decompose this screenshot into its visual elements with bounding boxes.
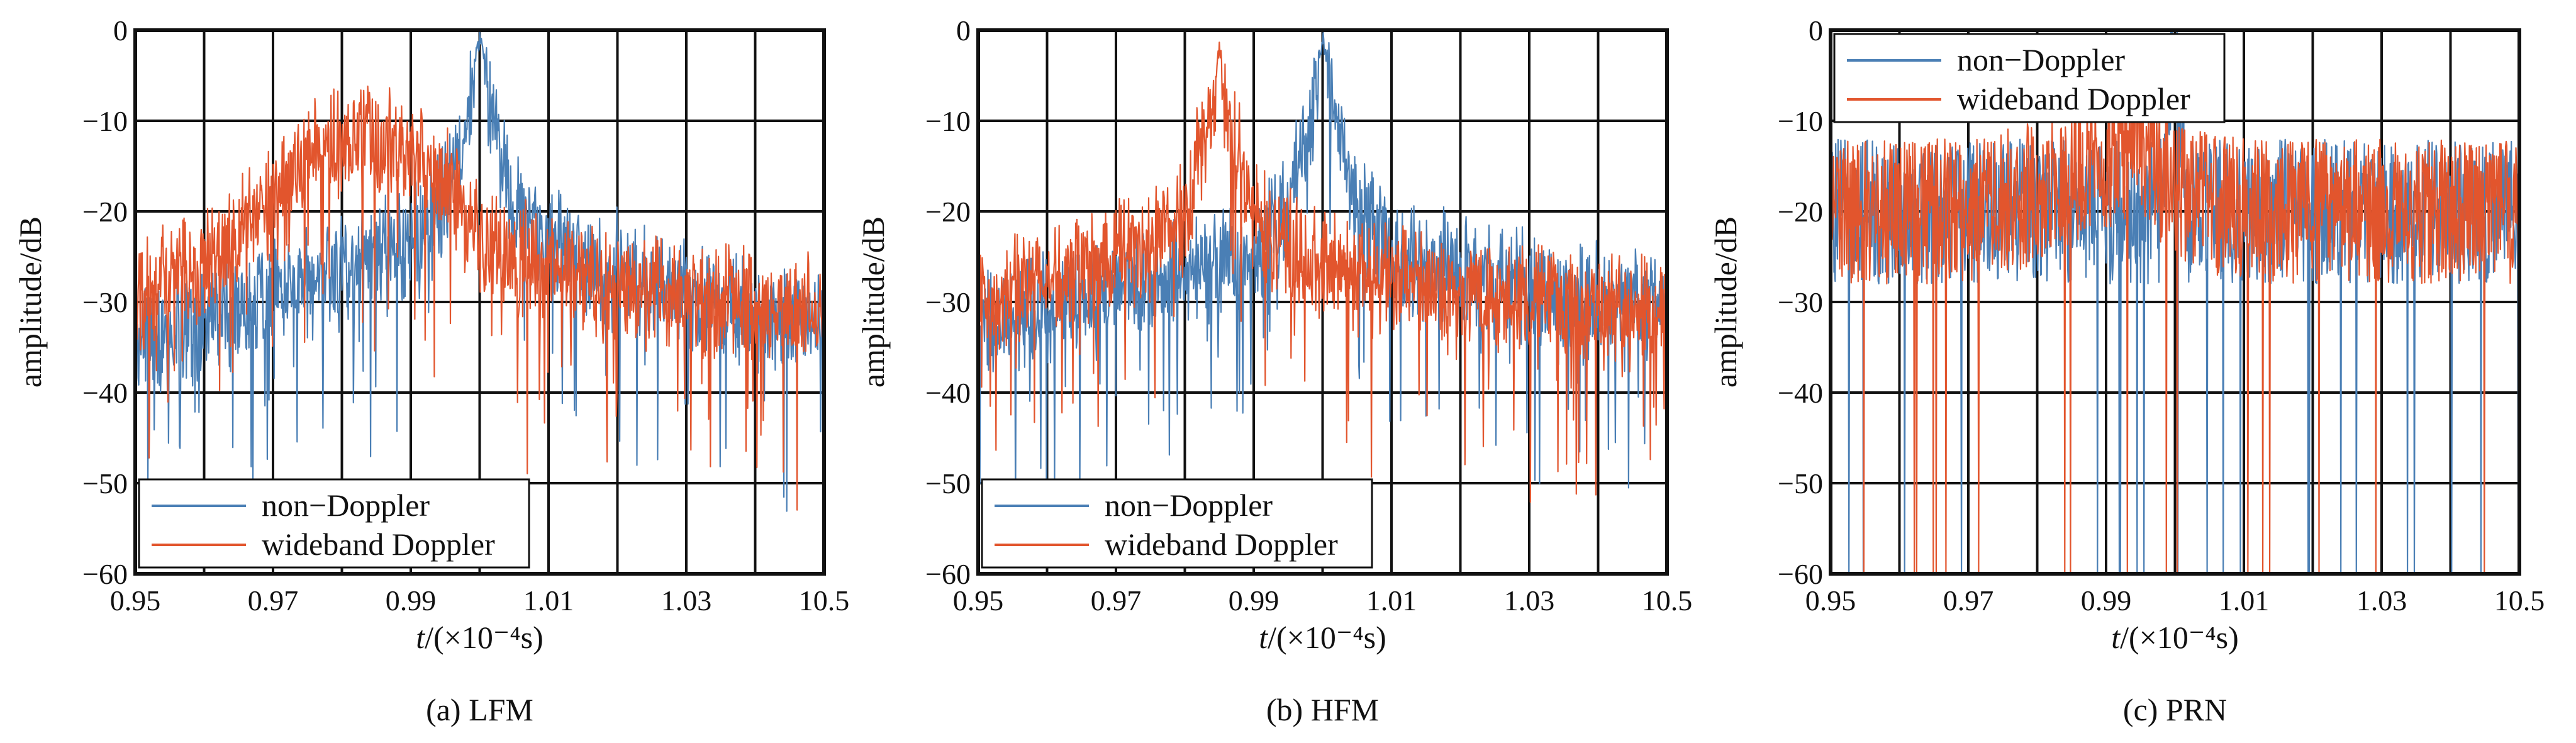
y-axis-label: amplitude/dB	[13, 216, 48, 388]
y-tick-label: −50	[82, 467, 128, 500]
x-axis-label-var: t	[2111, 620, 2121, 655]
y-tick-label: −20	[1778, 196, 1823, 228]
x-tick-label: 10.5	[1642, 584, 1693, 617]
x-axis-label: t/(×10⁻⁴s)	[2111, 620, 2239, 655]
series-line-wideband-doppler	[977, 42, 1668, 503]
legend-box	[138, 478, 530, 569]
legend: non−Doppler wideband Doppler	[1833, 33, 2226, 123]
x-tick-label: 1.01	[523, 584, 574, 617]
series-line-wideband-doppler	[1829, 69, 2521, 575]
y-tick-label: −20	[925, 196, 971, 228]
y-tick-label: 0	[113, 14, 128, 47]
y-tick-label: −60	[82, 558, 128, 590]
plot-frame	[133, 28, 826, 576]
x-tick-label: 1.01	[1366, 584, 1417, 617]
plot-area	[977, 32, 1668, 517]
x-tick-label: 0.95	[1805, 584, 1856, 617]
plot-frame	[976, 28, 1669, 576]
panel-caption: (a) LFM	[426, 692, 533, 727]
x-tick-label: 10.5	[799, 584, 850, 617]
y-tick-label: −60	[925, 558, 971, 590]
x-axis-label-unit: /(×10⁻⁴s)	[1268, 620, 1386, 655]
x-ticks: 0.95 0.97 0.99 1.01 1.03 10.5	[1805, 584, 2545, 617]
y-tick-label: −10	[82, 105, 128, 137]
plot-frame	[1829, 28, 2521, 576]
x-tick-label: 1.03	[2356, 584, 2407, 617]
y-tick-label: −60	[1778, 558, 1823, 590]
y-tick-label: −30	[82, 286, 128, 318]
x-axis-label-var: t	[1259, 620, 1268, 655]
chart-panel-hfm: 0 −10 −20 −30 −40 −50 −60 0.95 0.97 0.99 1.01 1.03…	[856, 14, 1692, 727]
chart-panel-prn: 0 −10 −20 −30 −40 −50 −60 0.95 0.97 0.99 1.01 1.03…	[1708, 14, 2545, 727]
legend-box	[981, 478, 1373, 569]
y-axis-label: amplitude/dB	[1708, 216, 1743, 388]
chart-panel-lfm: 0 −10 −20 −30 −40 −50 −60 0.95 0.97 0.99 1.01 1.03…	[13, 14, 849, 727]
x-tick-label: 0.97	[1091, 584, 1142, 617]
y-tick-label: −40	[82, 377, 128, 409]
x-axis-label-unit: /(×10⁻⁴s)	[425, 620, 544, 655]
x-axis-label: t/(×10⁻⁴s)	[416, 620, 544, 655]
y-axis-label: amplitude/dB	[856, 216, 891, 388]
legend-label-non-doppler: non−Doppler	[1957, 42, 2125, 77]
legend-box	[1833, 33, 2226, 123]
panel-caption: (b) HFM	[1266, 692, 1379, 727]
y-ticks: 0 −10 −20 −30 −40 −50 −60	[1778, 14, 1823, 590]
x-tick-label: 0.97	[248, 584, 299, 617]
y-ticks: 0 −10 −20 −30 −40 −50 −60	[82, 14, 128, 590]
series-line-wideband-doppler	[134, 86, 825, 511]
y-tick-label: −40	[1778, 377, 1823, 409]
y-tick-label: −30	[925, 286, 971, 318]
legend: non−Doppler wideband Doppler	[981, 478, 1373, 569]
legend-label-wideband-doppler: wideband Doppler	[1957, 81, 2190, 116]
x-tick-label: 1.03	[1504, 584, 1555, 617]
x-tick-label: 0.95	[110, 584, 161, 617]
x-tick-label: 0.99	[386, 584, 437, 617]
y-tick-label: −50	[1778, 467, 1823, 500]
x-axis-label-unit: /(×10⁻⁴s)	[2120, 620, 2239, 655]
legend-label-wideband-doppler: wideband Doppler	[1105, 527, 1338, 562]
x-ticks: 0.95 0.97 0.99 1.01 1.03 10.5	[953, 584, 1693, 617]
x-tick-label: 0.99	[2081, 584, 2132, 617]
y-tick-label: −30	[1778, 286, 1823, 318]
x-axis-label-var: t	[416, 620, 425, 655]
x-tick-label: 1.01	[2219, 584, 2270, 617]
x-tick-label: 0.95	[953, 584, 1004, 617]
y-tick-label: −50	[925, 467, 971, 500]
x-tick-label: 1.03	[661, 584, 712, 617]
x-ticks: 0.95 0.97 0.99 1.01 1.03 10.5	[110, 584, 850, 617]
y-tick-label: 0	[1809, 14, 1823, 47]
y-ticks: 0 −10 −20 −30 −40 −50 −60	[925, 14, 971, 590]
x-tick-label: 0.99	[1229, 584, 1280, 617]
legend-label-non-doppler: non−Doppler	[1105, 488, 1273, 523]
legend: non−Doppler wideband Doppler	[138, 478, 530, 569]
panel-caption: (c) PRN	[2123, 692, 2227, 727]
y-tick-label: −20	[82, 196, 128, 228]
y-tick-label: −40	[925, 377, 971, 409]
x-tick-label: 0.97	[1943, 584, 1994, 617]
legend-label-wideband-doppler: wideband Doppler	[262, 527, 495, 562]
legend-label-non-doppler: non−Doppler	[262, 488, 430, 523]
y-tick-label: −10	[925, 105, 971, 137]
y-tick-label: 0	[956, 14, 971, 47]
x-tick-label: 10.5	[2494, 584, 2545, 617]
x-axis-label: t/(×10⁻⁴s)	[1259, 620, 1386, 655]
y-tick-label: −10	[1778, 105, 1823, 137]
